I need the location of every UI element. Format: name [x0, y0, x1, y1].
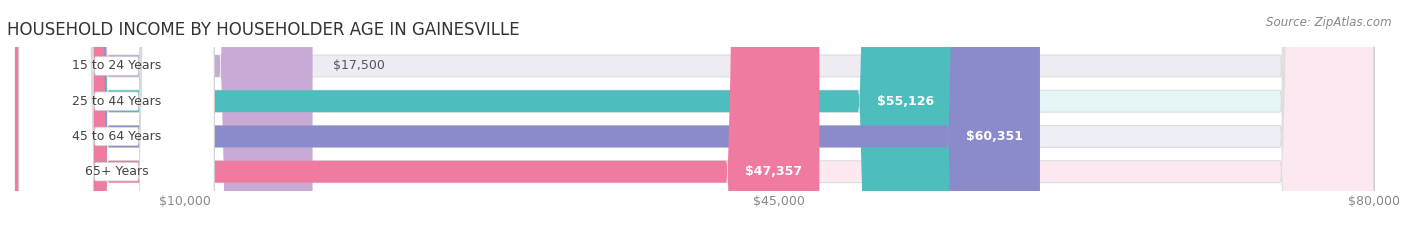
FancyBboxPatch shape — [18, 0, 214, 233]
FancyBboxPatch shape — [18, 0, 214, 233]
FancyBboxPatch shape — [15, 0, 952, 233]
Text: 15 to 24 Years: 15 to 24 Years — [72, 59, 162, 72]
FancyBboxPatch shape — [15, 0, 1374, 233]
Text: HOUSEHOLD INCOME BY HOUSEHOLDER AGE IN GAINESVILLE: HOUSEHOLD INCOME BY HOUSEHOLDER AGE IN G… — [7, 21, 520, 39]
FancyBboxPatch shape — [15, 0, 1374, 233]
Text: 45 to 64 Years: 45 to 64 Years — [72, 130, 162, 143]
Text: 65+ Years: 65+ Years — [84, 165, 148, 178]
FancyBboxPatch shape — [18, 0, 214, 233]
Text: $17,500: $17,500 — [333, 59, 385, 72]
Text: $47,357: $47,357 — [745, 165, 803, 178]
FancyBboxPatch shape — [15, 0, 1040, 233]
FancyBboxPatch shape — [15, 0, 1374, 233]
FancyBboxPatch shape — [18, 0, 214, 233]
Text: $55,126: $55,126 — [877, 95, 935, 108]
FancyBboxPatch shape — [15, 0, 820, 233]
Text: $60,351: $60,351 — [966, 130, 1024, 143]
FancyBboxPatch shape — [15, 0, 1374, 233]
Text: 25 to 44 Years: 25 to 44 Years — [72, 95, 162, 108]
Text: Source: ZipAtlas.com: Source: ZipAtlas.com — [1267, 16, 1392, 29]
FancyBboxPatch shape — [15, 0, 312, 233]
